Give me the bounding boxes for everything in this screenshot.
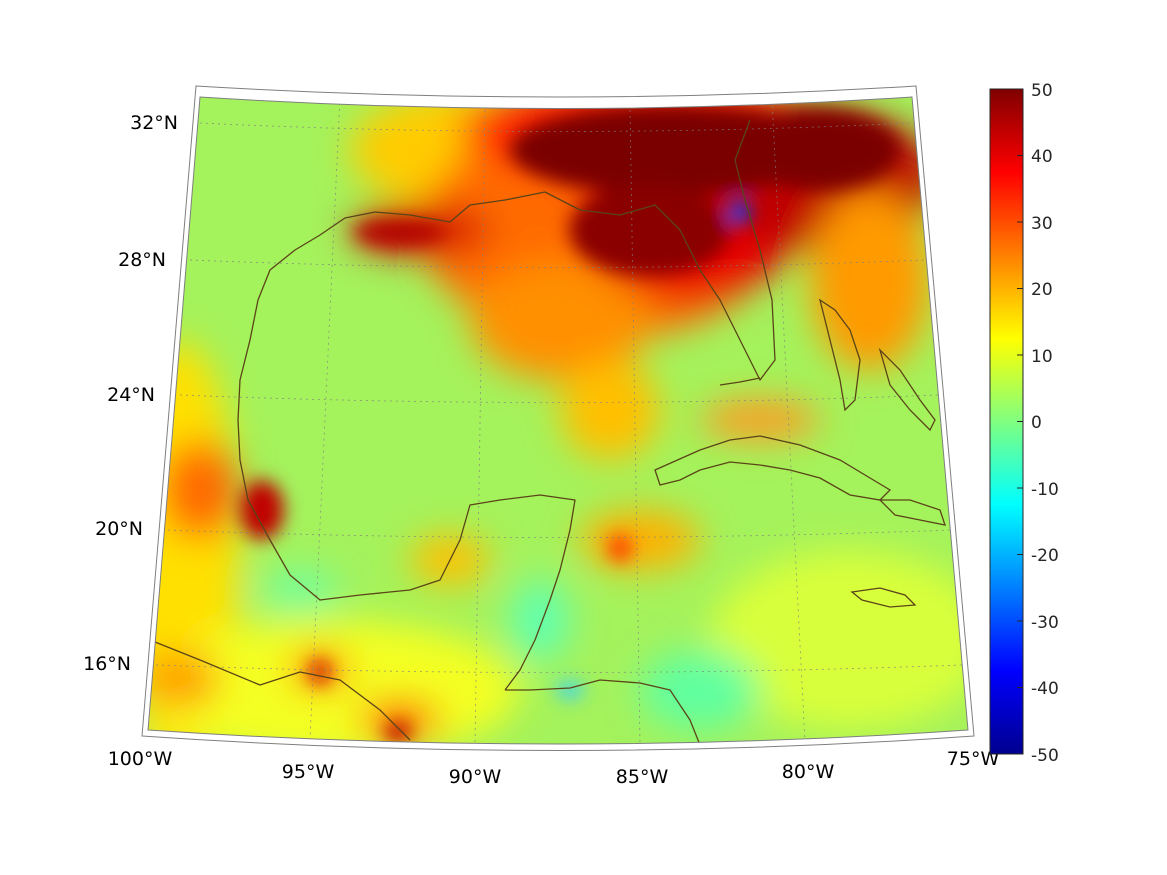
florida-keys (719, 377, 761, 386)
latitude-labels: 32°N 28°N 24°N 20°N 16°N (83, 112, 178, 675)
lat-label-16: 16°N (83, 653, 131, 675)
longitude-labels: 100°W 95°W 90°W 85°W 80°W 75°W (108, 748, 1000, 788)
cuba (654, 435, 892, 501)
central-america-coast (505, 679, 701, 744)
colorbar-label-minus30: -30 (1031, 613, 1059, 633)
lat-label-24: 24°N (107, 384, 155, 406)
colorbar-ticks (1017, 88, 1023, 755)
map-frame (141, 85, 975, 751)
coastlines (149, 119, 946, 744)
colorbar-label-50: 50 (1031, 81, 1053, 101)
colorbar-label-minus20: -20 (1031, 546, 1059, 566)
lon-label-95: 95°W (282, 761, 335, 783)
colorbar-label-minus10: -10 (1031, 480, 1059, 500)
lat-label-20: 20°N (95, 518, 143, 540)
mexico-coast (237, 339, 576, 691)
graticule (155, 97, 963, 744)
colorbar-label-40: 40 (1031, 147, 1053, 167)
pacific-coast (149, 639, 411, 741)
colorbar-label-0: 0 (1031, 413, 1042, 433)
colorbar-label-20: 20 (1031, 280, 1053, 300)
colorbar-label-10: 10 (1031, 347, 1053, 367)
hispaniola (878, 499, 946, 526)
colorbar-label-minus50: -50 (1031, 746, 1059, 766)
lon-label-90: 90°W (449, 766, 502, 788)
lon-label-80: 80°W (782, 761, 835, 783)
lon-label-100: 100°W (108, 748, 173, 770)
bahamas (818, 298, 861, 412)
lon-label-85: 85°W (616, 766, 669, 788)
bahamas-east (878, 347, 936, 432)
colorbar-labels: 50 40 30 20 10 0 -10 -20 -30 -40 -50 (1031, 81, 1059, 766)
jamaica (850, 587, 917, 608)
colorbar-label-minus40: -40 (1031, 679, 1059, 699)
data-field (148, 97, 968, 744)
colorbar-label-30: 30 (1031, 214, 1053, 234)
lon-label-75: 75°W (947, 748, 1000, 770)
gulf-coast (249, 119, 776, 381)
lat-label-32: 32°N (130, 112, 178, 134)
colorbar: 50 40 30 20 10 0 -10 -20 -30 -40 -50 (989, 81, 1059, 766)
lat-label-28: 28°N (118, 249, 166, 271)
